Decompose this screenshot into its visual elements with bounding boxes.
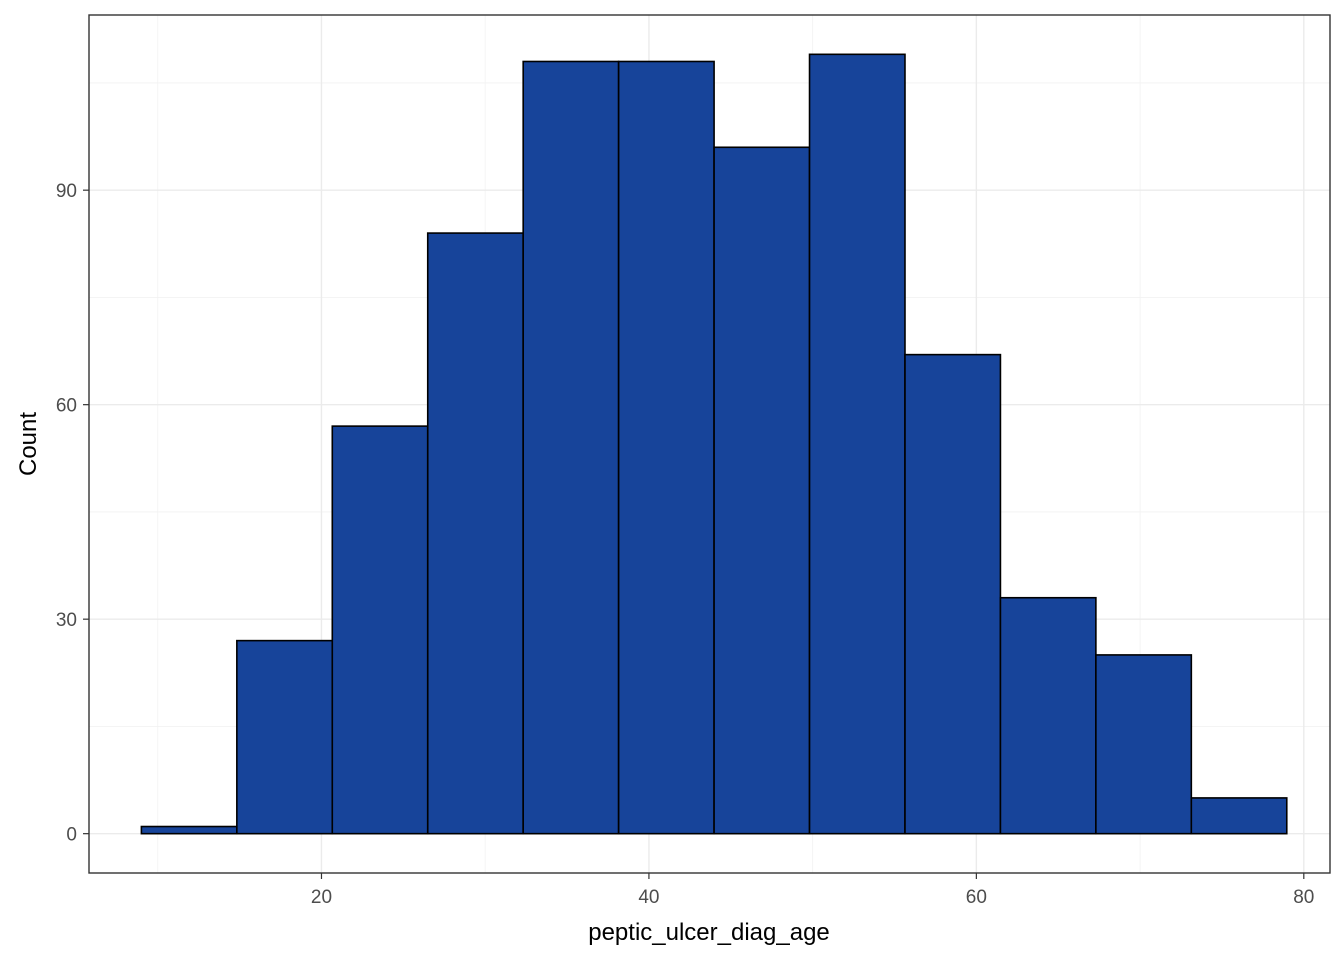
- histogram-bar: [1095, 654, 1193, 835]
- x-tick-label: 20: [311, 887, 332, 908]
- y-tick-label: 30: [56, 610, 77, 631]
- histogram-bar: [904, 353, 1002, 835]
- y-tick-label: 60: [56, 396, 77, 417]
- y-tick-label: 90: [56, 181, 77, 202]
- histogram-bar: [236, 639, 334, 835]
- histogram-bar: [140, 825, 238, 835]
- x-tick-label: 60: [966, 887, 987, 908]
- plot-border: [88, 14, 1331, 874]
- y-axis-title: Count: [15, 412, 42, 476]
- histogram-bar: [522, 60, 620, 835]
- histogram-bar: [331, 425, 429, 835]
- histogram-bar: [999, 596, 1097, 835]
- y-tick-label: 0: [66, 825, 77, 846]
- x-axis: 20 40 60 80: [311, 873, 1314, 908]
- x-tick-label: 80: [1293, 887, 1314, 908]
- histogram-bar: [617, 60, 715, 835]
- y-axis: 0 30 60 90: [56, 181, 89, 846]
- histogram-bar: [713, 146, 811, 835]
- x-tick-label: 40: [638, 887, 659, 908]
- histogram-bar: [426, 232, 524, 835]
- histogram-bar: [1190, 797, 1288, 835]
- x-axis-title: peptic_ulcer_diag_age: [588, 919, 830, 946]
- histogram-bars: [140, 53, 1288, 835]
- histogram-bar: [808, 53, 906, 835]
